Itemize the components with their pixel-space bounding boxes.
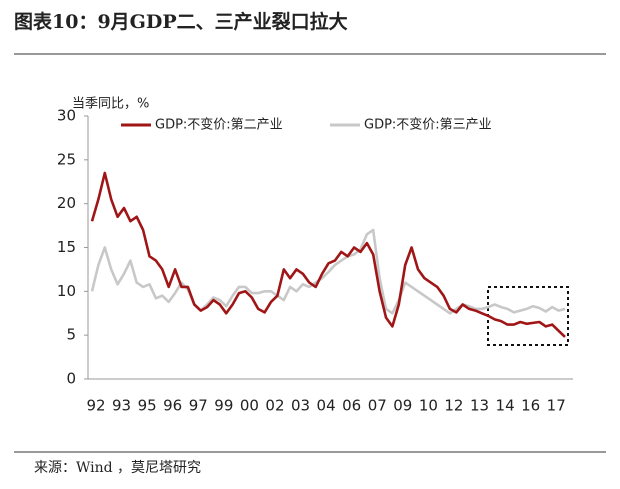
x-tick-label: 06 <box>342 397 361 415</box>
x-tick-label: 99 <box>214 397 233 415</box>
series-line <box>90 171 566 338</box>
x-tick-label: 95 <box>138 397 157 415</box>
y-tick-label: 20 <box>57 194 76 212</box>
series-line <box>90 228 566 315</box>
y-tick-label: 25 <box>57 150 76 168</box>
x-tick-label: 16 <box>521 397 540 415</box>
x-tick-label: 03 <box>291 397 310 415</box>
x-tick-label: 17 <box>547 397 566 415</box>
y-axis-label: 当季同比，% <box>72 97 149 112</box>
highlight-box <box>487 286 569 346</box>
x-tick-label: 04 <box>317 397 336 415</box>
x-tick-label: 97 <box>189 397 208 415</box>
x-tick-label: 92 <box>86 397 105 415</box>
source: 来源：Wind ，莫尼塔研究 <box>34 460 201 476</box>
x-tick-label: 13 <box>470 397 489 415</box>
y-tick-label: 5 <box>66 326 76 344</box>
y-tick-label: 15 <box>57 238 76 256</box>
x-tick-label: 00 <box>240 397 259 415</box>
x-tick-label: 10 <box>419 397 438 415</box>
x-tick-label: 02 <box>265 397 284 415</box>
legend-label: GDP:不变价:第二产业 <box>155 117 283 133</box>
x-tick-label: 14 <box>496 397 515 415</box>
x-tick-label: 93 <box>112 397 131 415</box>
x-tick-label: 07 <box>368 397 387 415</box>
y-tick-label: 30 <box>57 107 76 125</box>
x-tick-label: 96 <box>163 397 182 415</box>
x-tick-label: 09 <box>393 397 412 415</box>
legend-label: GDP:不变价:第三产业 <box>364 117 492 133</box>
y-tick-label: 10 <box>57 282 76 300</box>
y-tick-label: 0 <box>66 370 76 388</box>
x-tick-label: 12 <box>444 397 463 415</box>
page-title: 图表10：9月GDP二、三产业裂口拉大 <box>14 10 348 33</box>
